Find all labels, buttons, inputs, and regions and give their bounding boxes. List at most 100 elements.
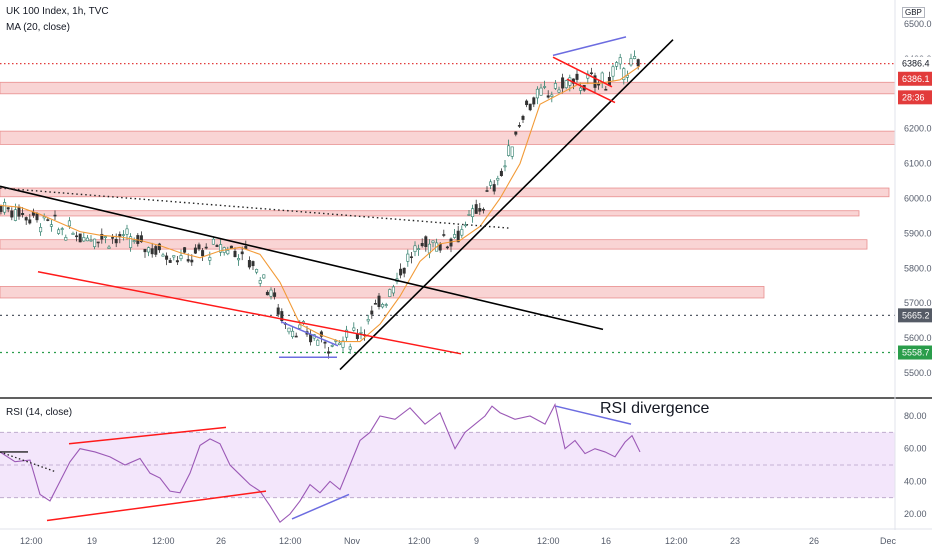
candle-body (17, 206, 21, 217)
candle-body (165, 255, 169, 260)
candle-body (75, 235, 79, 238)
candle-body (615, 62, 619, 67)
candle-body (481, 208, 485, 211)
candle-body (561, 77, 565, 89)
candle-body (168, 260, 172, 263)
price-tick-label: 5800.0 (904, 263, 932, 273)
support-zone-5 (0, 286, 765, 299)
candle-body (57, 229, 61, 234)
candle-body (287, 327, 291, 333)
candle-body (453, 234, 457, 238)
candle-body (10, 210, 14, 218)
rsi-tick-label: 20.00 (904, 509, 927, 519)
price-badge-bg-3 (898, 308, 932, 323)
candle-body (201, 250, 205, 257)
candle-body (197, 244, 201, 250)
time-tick-label: 12:00 (279, 536, 302, 546)
candle-body (337, 342, 341, 345)
candle-body (147, 247, 151, 253)
candle-body (6, 207, 10, 210)
support-zone-3 (0, 210, 860, 217)
candle-body (485, 190, 489, 192)
rsi-legend: RSI (14, close) (6, 407, 73, 418)
candle-body (298, 324, 302, 329)
candle-body (417, 248, 421, 250)
candle-body (535, 88, 539, 99)
candle-body (96, 241, 100, 244)
candle-body (150, 248, 154, 255)
price-tick-label: 6200.0 (904, 124, 932, 134)
price-tick-label: 6000.0 (904, 194, 932, 204)
candle-body (460, 229, 464, 236)
rsi-divergence-line-0 (68, 426, 227, 445)
candle-body (579, 87, 583, 91)
candle-body (294, 335, 298, 338)
candle-body (517, 125, 521, 127)
candle-body (496, 178, 500, 181)
candle-body (46, 219, 50, 221)
candle-body (67, 220, 71, 227)
time-tick-label: 26 (809, 536, 819, 546)
candle-body (355, 333, 359, 339)
candle-body (345, 329, 349, 338)
candle-body (589, 72, 593, 75)
price-badge-text-4: 5558.7 (902, 348, 930, 358)
candle-body (373, 303, 377, 305)
rsi-pane[interactable] (0, 402, 895, 523)
candle-body (157, 243, 161, 251)
rsi-divergence-line-1 (46, 490, 267, 522)
candle-body (341, 340, 345, 348)
candle-body (107, 246, 111, 249)
candle-body (211, 238, 215, 245)
price-badge-text-1: 6386.1 (902, 74, 930, 84)
price-tick-label: 5600.0 (904, 333, 932, 343)
candle-body (129, 236, 133, 248)
ma-legend: MA (20, close) (6, 22, 70, 33)
price-badge-text-0: 6386.4 (902, 59, 930, 69)
time-tick-label: 26 (216, 536, 226, 546)
candles-group (0, 50, 640, 359)
price-badge-text-2: 28:36 (902, 92, 925, 102)
candle-body (330, 345, 334, 347)
candle-body (489, 181, 493, 186)
price-pane[interactable] (0, 36, 896, 371)
candle-body (445, 246, 449, 249)
candle-body (316, 339, 320, 346)
candle-body (82, 237, 86, 242)
candle-body (413, 245, 417, 252)
candle-body (575, 73, 579, 80)
candle-body (0, 205, 3, 212)
candle-body (492, 184, 496, 192)
candle-body (273, 292, 277, 297)
candle-body (528, 103, 532, 111)
rsi-divergence-line-3 (555, 405, 632, 425)
currency-badge: GBP (902, 7, 925, 18)
candle-body (262, 274, 266, 279)
candle-body (521, 115, 525, 120)
trendline-black-1 (339, 39, 674, 371)
candle-body (629, 58, 633, 66)
candle-body (456, 230, 460, 243)
candle-body (420, 243, 424, 247)
candle-body (280, 311, 284, 321)
trendline-divergence-7 (280, 321, 339, 347)
candle-body (309, 333, 313, 343)
candle-body (60, 228, 64, 230)
candle-body (525, 100, 529, 106)
candle-body (125, 228, 129, 235)
price-badge-bg-0 (898, 56, 932, 71)
candle-body (442, 234, 446, 236)
candle-body (85, 237, 89, 242)
time-tick-label: 9 (474, 536, 479, 546)
candle-body (255, 269, 259, 273)
candle-body (539, 87, 543, 96)
candle-body (546, 95, 550, 98)
candle-body (93, 238, 97, 247)
candle-body (467, 214, 471, 216)
candle-body (247, 260, 251, 268)
support-zone-1 (0, 130, 896, 145)
time-tick-label: Nov (344, 536, 361, 546)
candle-body (100, 233, 104, 240)
candle-body (204, 246, 208, 249)
